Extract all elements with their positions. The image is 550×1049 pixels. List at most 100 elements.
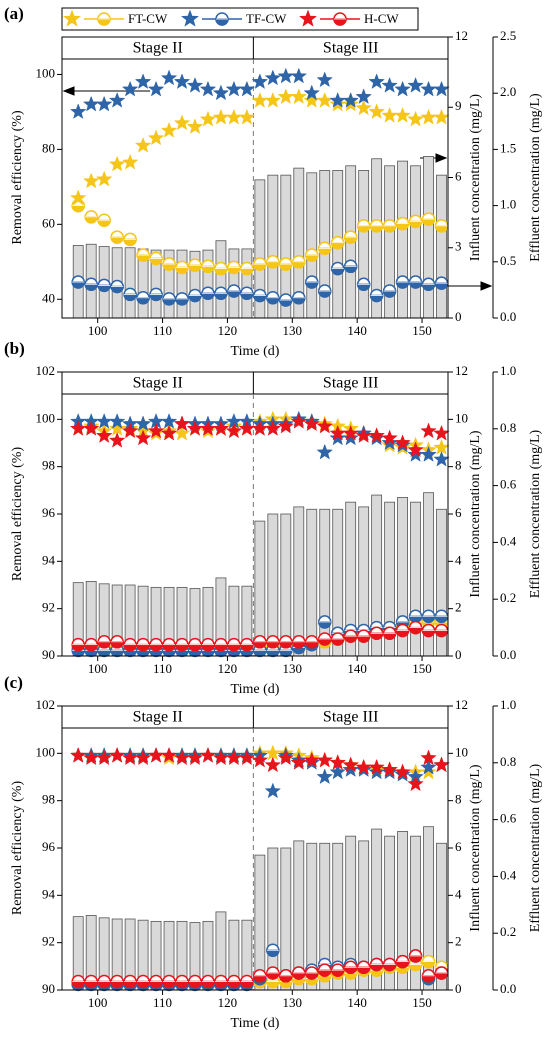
effluent-point: [292, 255, 306, 269]
marker-half: [382, 632, 397, 641]
marker-half: [434, 225, 449, 233]
marker-half: [305, 254, 319, 262]
removal-star: [95, 749, 113, 766]
removal-star: [121, 80, 139, 97]
removal-star: [381, 429, 398, 446]
removal-star: [368, 758, 385, 775]
removal-star: [95, 170, 113, 187]
marker-half: [395, 960, 410, 969]
effluent-point: [71, 637, 85, 652]
marker-half: [214, 292, 228, 301]
effluent-point: [110, 279, 124, 294]
effluent-point: [356, 960, 371, 975]
effluent-point: [421, 954, 436, 969]
effluent-point: [188, 288, 202, 303]
marker-half: [162, 263, 176, 271]
y2-tick-label: 4: [455, 886, 462, 901]
x-tick-label: 120: [218, 661, 238, 676]
effluent-point: [71, 275, 85, 289]
removal-star: [381, 106, 398, 123]
marker-half: [71, 281, 85, 289]
removal-star: [121, 422, 139, 439]
marker-half: [97, 649, 111, 658]
effluent-point: [162, 637, 176, 652]
removal-star: [134, 749, 152, 766]
removal-star: [82, 172, 100, 189]
marker-half: [408, 963, 423, 972]
removal-star: [173, 73, 191, 90]
effluent-point: [240, 286, 254, 301]
marker-half: [97, 219, 111, 227]
marker-half: [317, 621, 332, 629]
marker-half: [266, 972, 280, 980]
y2-tick-label: 8: [455, 458, 462, 473]
marker-half: [97, 284, 111, 293]
effluent-point: [434, 623, 449, 638]
marker-half: [395, 281, 410, 289]
effluent-point: [123, 637, 137, 652]
marker-half: [149, 257, 163, 266]
removal-star: [69, 420, 87, 436]
marker-half: [343, 966, 358, 975]
marker-half: [162, 980, 176, 989]
effluent-point: [421, 623, 436, 638]
effluent-point: [434, 276, 449, 290]
effluent-point: [214, 286, 228, 301]
effluent-point: [305, 275, 319, 289]
removal-star: [69, 746, 87, 763]
effluent-point: [356, 219, 371, 233]
marker-half: [227, 643, 241, 652]
marker-half: [201, 643, 215, 652]
removal-star: [329, 763, 346, 780]
removal-star: [173, 415, 191, 432]
effluent-point: [343, 629, 358, 643]
removal-star: [225, 80, 243, 97]
x-tick-label: 140: [347, 323, 367, 338]
legend-label: TF-CW: [246, 11, 287, 26]
y2-tick-label: 12: [455, 28, 468, 43]
effluent-point: [240, 261, 254, 276]
stage-label: Stage II: [133, 709, 183, 726]
y-tick-label: 102: [36, 697, 56, 712]
marker-half: [356, 966, 371, 975]
effluent-point: [317, 241, 332, 256]
removal-star: [407, 441, 424, 458]
influent-bar: [410, 165, 421, 319]
marker-half: [330, 241, 345, 250]
y3-tick-label: 0.2: [500, 924, 516, 939]
effluent-point: [421, 609, 436, 623]
y2-tick-label: 0: [455, 309, 462, 324]
y-tick-label: 96: [42, 839, 56, 854]
effluent-point: [369, 288, 384, 303]
removal-star: [173, 114, 191, 131]
removal-star: [134, 73, 152, 90]
removal-star: [108, 746, 126, 763]
removal-star: [264, 756, 282, 773]
marker-half: [369, 294, 384, 303]
marker-half: [253, 975, 267, 983]
effluent-point: [356, 629, 371, 643]
effluent-point: [292, 635, 306, 649]
removal-star: [82, 95, 100, 112]
effluent-point: [136, 248, 150, 262]
marker-half: [343, 236, 358, 244]
effluent-point: [317, 284, 332, 298]
y3-tick-label: 0.6: [500, 811, 517, 826]
y3-tick-label: 0.0: [500, 647, 516, 662]
removal-star: [212, 749, 230, 766]
effluent-point: [84, 974, 98, 989]
y3-tick-label: 1.5: [500, 140, 516, 155]
legend-entry: TF-CW: [181, 9, 287, 27]
x-tick-label: 110: [153, 323, 172, 338]
marker-half: [369, 632, 384, 641]
stage-header: [61, 705, 449, 729]
effluent-point: [136, 291, 150, 305]
removal-star: [95, 427, 113, 443]
effluent-point: [123, 974, 137, 989]
effluent-point: [149, 974, 163, 989]
panel-label: (c): [4, 673, 23, 692]
x-axis-label: Time (d): [231, 682, 280, 697]
removal-star: [303, 415, 321, 432]
removal-star: [251, 73, 269, 90]
x-tick-label: 110: [153, 995, 172, 1010]
